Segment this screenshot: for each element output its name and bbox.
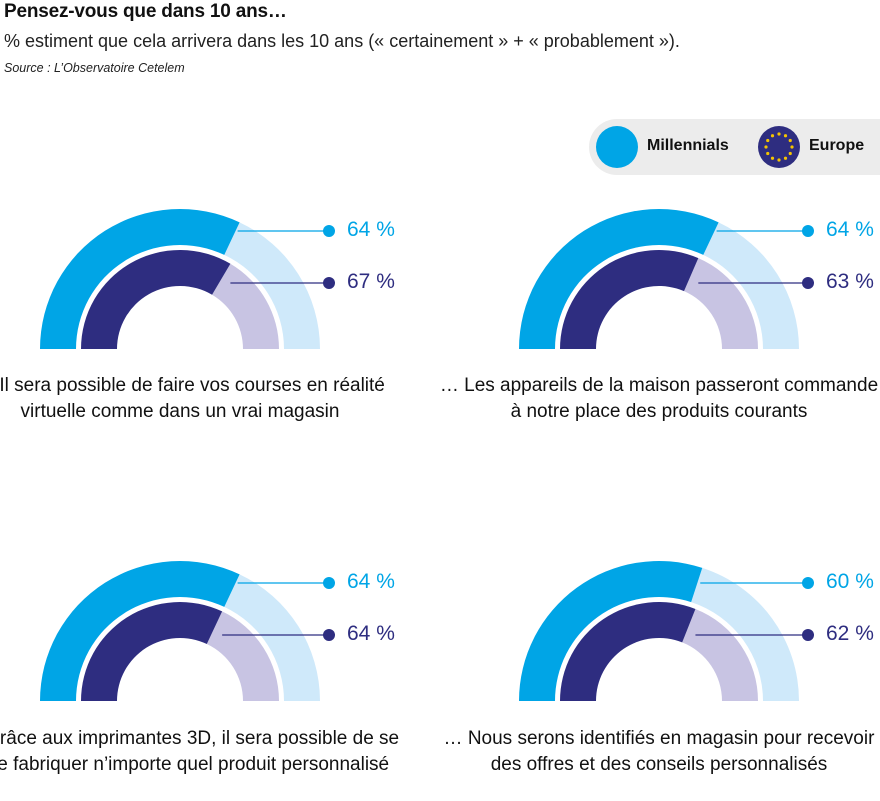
leader-dot-3-europe [323,629,335,641]
eu-star-icon [777,158,781,162]
leader-dot-2-europe [802,277,814,289]
value-label-europe-3: 64 % [347,622,395,645]
gauge-3-millennials-value [40,561,240,701]
eu-star-icon [770,134,775,138]
gauge-2-europe-value [560,249,699,349]
gauge-3-millennials-remainder [224,574,320,701]
caption-3: … Grâce aux imprimantes 3D, il sera poss… [0,728,400,775]
legend: Millennials Europe [589,119,880,175]
leader-dot-2-millennials [802,225,814,237]
eu-stars-icon [764,132,794,162]
gauge-4-europe-remainder [682,608,758,701]
caption-1: … Il sera possible de faire vos courses … [0,375,385,422]
eu-star-icon [788,138,792,143]
leader-dot-1-millennials [323,225,335,237]
gauge-1-europe-remainder [212,263,279,349]
legend-swatch-europe [758,126,800,168]
leader-dot-4-europe [802,629,814,641]
value-label-europe-1: 67 % [347,270,395,293]
caption-2: … Les appareils de la maison passeront c… [439,375,879,422]
value-label-millennials-1: 64 % [347,218,395,241]
gauge-1-millennials-remainder [224,222,320,349]
gauge-3-europe-value [81,602,223,701]
eu-star-icon [777,132,781,136]
eu-star-icon [783,134,788,138]
legend-swatch-millennials [596,126,638,168]
value-label-millennials-2: 64 % [826,218,874,241]
legend-label-europe: Europe [809,137,865,154]
gauge-2-millennials-value [519,208,719,349]
leader-dot-4-millennials [802,577,814,589]
value-label-europe-4: 62 % [826,622,874,645]
value-label-millennials-4: 60 % [826,570,874,593]
legend-label-millennials: Millennials [647,137,729,154]
chart-source: Source : L’Observatoire Cetelem [4,61,185,75]
gauge-2-europe-remainder [684,258,758,349]
eu-star-icon [766,151,770,156]
chart-subtitle: % estiment que cela arrivera dans les 10… [4,31,680,51]
leader-dot-3-millennials [323,577,335,589]
eu-star-icon [788,151,792,156]
eu-star-icon [783,156,788,160]
value-label-europe-2: 63 % [826,270,874,293]
gauge-4-millennials-value [519,561,703,701]
eu-star-icon [764,145,768,149]
eu-star-icon [770,156,775,160]
gauge-2-millennials-remainder [703,222,799,349]
eu-star-icon [766,138,770,143]
gauge-4-europe-value [560,602,696,701]
gauge-1-europe-value [80,249,231,349]
caption-4: … Nous serons identifiés en magasin pour… [443,728,875,775]
eu-star-icon [790,145,794,149]
gauge-1-millennials-value [40,208,240,349]
chart-title: Pensez-vous que dans 10 ans… [4,1,287,22]
gauge-3-europe-remainder [206,611,279,701]
value-label-millennials-3: 64 % [347,570,395,593]
leader-dot-1-europe [323,277,335,289]
